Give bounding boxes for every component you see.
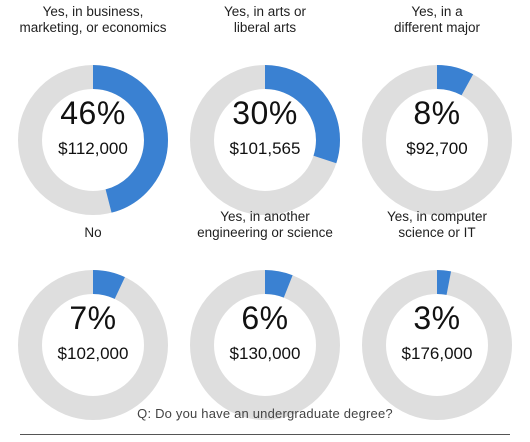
donut-item: No 7% $102,000 <box>8 205 178 432</box>
donut-item: Yes, in arts or liberal arts 30% $101,565 <box>180 0 350 227</box>
donut-label-line: different major <box>393 20 481 35</box>
donut-svg <box>362 65 512 215</box>
donut-arc <box>18 65 168 215</box>
donut-label: No <box>8 225 178 241</box>
donut-svg <box>18 270 168 420</box>
donut-arc <box>362 270 512 420</box>
donut-arc <box>190 270 340 420</box>
donut-percent: 46% <box>60 95 126 131</box>
donut-item: Yes, in a different major 8% $92,700 <box>352 0 522 227</box>
donut-label-line: Yes, in business, <box>42 4 144 19</box>
donut-ring: 7% $102,000 <box>8 260 178 430</box>
donut-ring: 6% $130,000 <box>180 260 350 430</box>
donut-svg <box>18 65 168 215</box>
donut-svg <box>190 65 340 215</box>
donut-label-line: Yes, in arts or <box>223 4 307 19</box>
donut-salary: $102,000 <box>57 344 129 363</box>
donut-label-line: Yes, in a <box>411 4 463 19</box>
donut-label: Yes, in a different major <box>352 4 522 36</box>
donut-arc <box>362 65 512 215</box>
donut-salary: $176,000 <box>401 344 473 363</box>
donut-item: Yes, in another engineering or science 6% $… <box>180 205 350 432</box>
donut-label-line: Yes, in computer <box>386 209 488 224</box>
donut-label-line: liberal arts <box>233 20 297 35</box>
donut-label: Yes, in business, marketing, or economics <box>8 4 178 36</box>
donut-percent: 8% <box>413 95 461 131</box>
donut-label-line: engineering or science <box>197 225 333 240</box>
donut-label: Yes, in computer science or IT <box>352 209 522 241</box>
donut-svg <box>362 270 512 420</box>
survey-question: Q: Do you have an undergraduate degree? <box>137 406 393 421</box>
donut-arc <box>18 270 168 420</box>
donut-item: Yes, in business, marketing, or economics… <box>8 0 178 227</box>
donut-percent: 3% <box>413 300 461 336</box>
donut-salary: $130,000 <box>229 344 301 363</box>
donut-salary: $101,565 <box>229 139 301 158</box>
donut-svg <box>190 270 340 420</box>
donut-percent: 30% <box>232 95 298 131</box>
donut-label-line: No <box>84 225 102 240</box>
donut-label-line: Yes, in another <box>220 209 310 224</box>
donut-ring: 46% $112,000 <box>8 55 178 225</box>
donut-percent: 6% <box>241 300 289 336</box>
donut-label-line: science or IT <box>398 225 476 240</box>
donut-ring: 30% $101,565 <box>180 55 350 225</box>
donut-ring: 3% $176,000 <box>352 260 522 430</box>
donut-label-line: marketing, or economics <box>19 20 167 35</box>
bottom-divider <box>20 434 510 435</box>
donut-percent: 7% <box>69 300 117 336</box>
donut-salary: $92,700 <box>406 139 468 158</box>
donut-arc <box>190 65 340 215</box>
donut-label: Yes, in arts or liberal arts <box>180 4 350 36</box>
donut-label: Yes, in another engineering or science <box>180 209 350 241</box>
donut-salary: $112,000 <box>58 139 128 158</box>
donut-item: Yes, in computer science or IT 3% $176,000 <box>352 205 522 432</box>
donut-ring: 8% $92,700 <box>352 55 522 225</box>
